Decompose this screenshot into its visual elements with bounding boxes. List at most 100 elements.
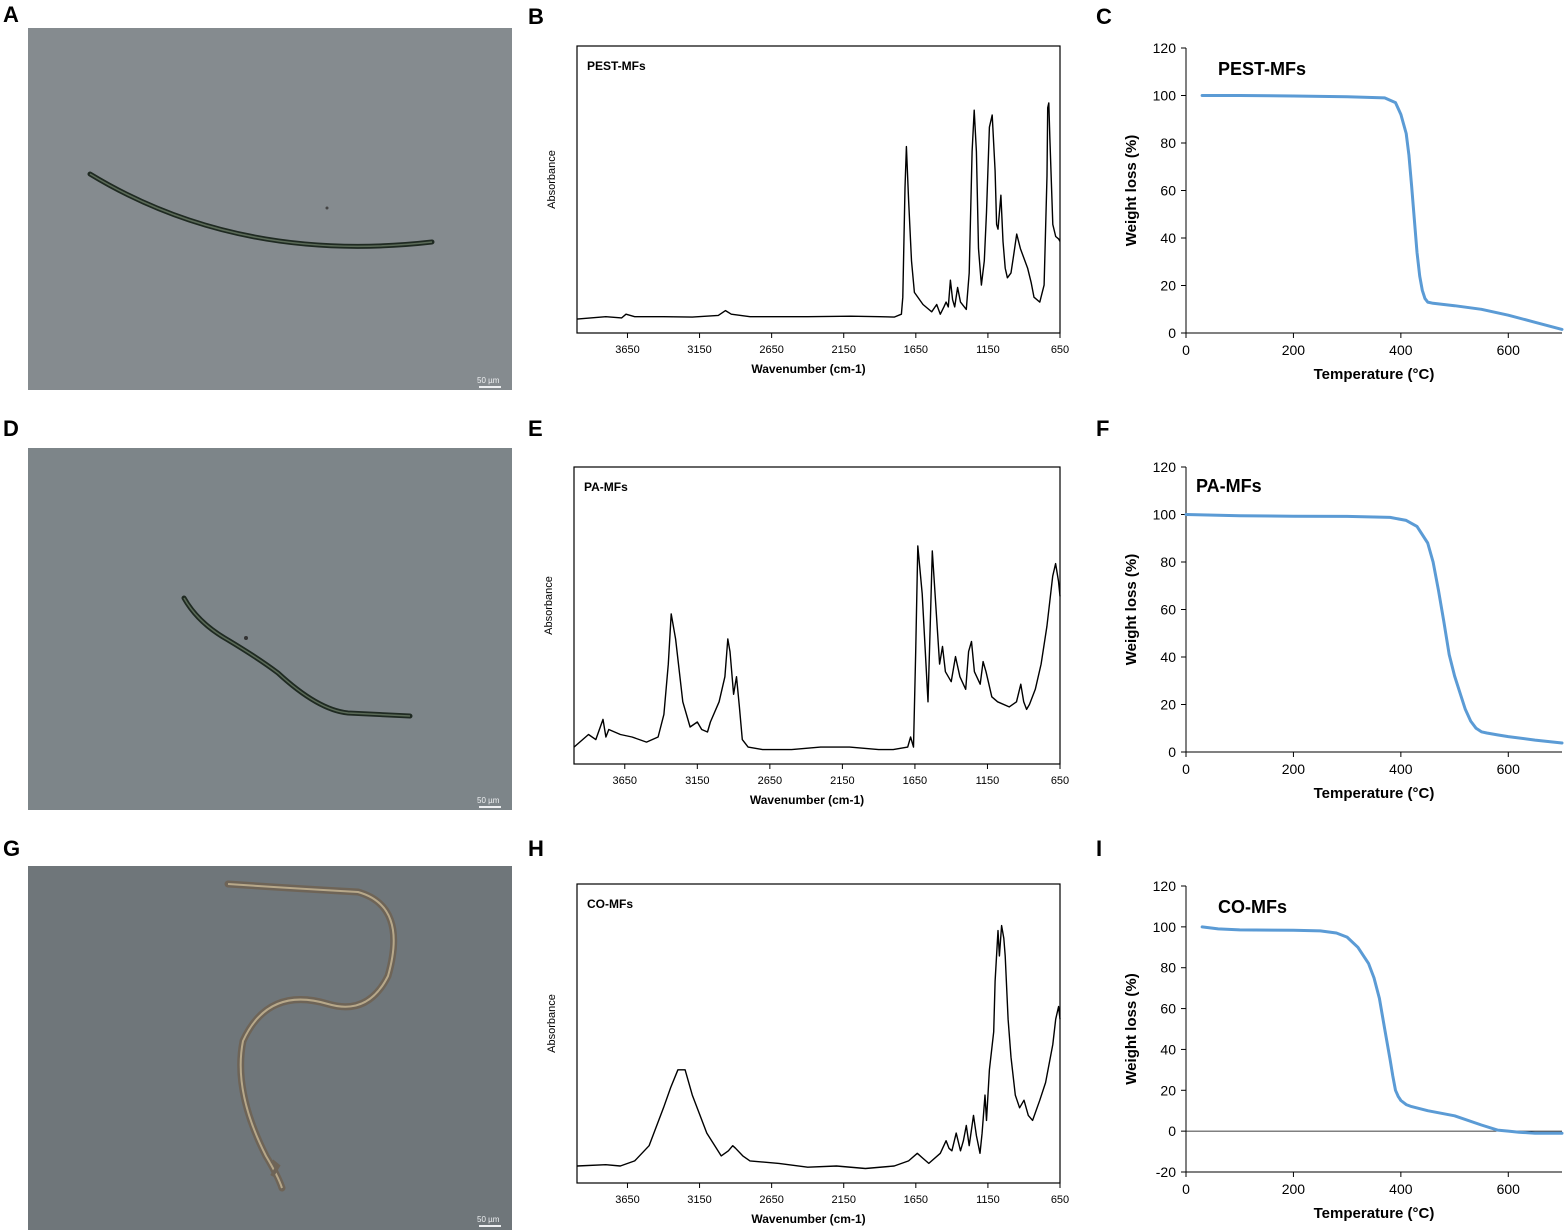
x-tick-label: 600: [1497, 1181, 1521, 1197]
x-tick-label: 2650: [758, 775, 782, 787]
x-tick-label: 3150: [685, 775, 709, 787]
x-tick-label: 200: [1282, 1181, 1306, 1197]
fiber-image-d: [181, 595, 413, 719]
micrograph-g: 50 µm: [28, 866, 512, 1230]
x-tick-label: 400: [1389, 761, 1413, 777]
y-axis-label: Absorbance: [546, 150, 558, 209]
x-tick-label: 1650: [904, 344, 928, 356]
y-tick-label: 40: [1160, 649, 1176, 665]
x-axis-label: Temperature (°C): [1314, 1205, 1435, 1222]
x-axis-label: Wavenumber (cm-1): [750, 793, 864, 807]
x-tick-label: 650: [1051, 775, 1069, 787]
chart-e: 3650 3150 2650 2150 1650 1150 650 PA-MFs Wavenum…: [543, 466, 1069, 807]
scale-bar-label: 50 µm: [477, 1215, 500, 1224]
x-tick-label: 600: [1497, 342, 1521, 358]
scale-bar: [479, 1225, 501, 1227]
x-tick-label: 400: [1389, 1181, 1413, 1197]
chart-h: 3650 3150 2650 2150 1650 1150 650 CO-MFs Wavenum…: [546, 883, 1069, 1226]
micrograph-d: 50 µm: [28, 448, 512, 810]
x-tick-label: 2650: [759, 1194, 783, 1206]
x-tick-label: 3650: [615, 1194, 639, 1206]
chart-b: 3650 3150 2650 2150 1650 1150 650 PEST-MFs Waven…: [546, 45, 1069, 376]
y-tick-label: 120: [1153, 459, 1177, 475]
y-tick-label: 40: [1160, 230, 1176, 246]
x-tick-label: 200: [1282, 342, 1306, 358]
chart-title: PEST-MFs: [1218, 59, 1306, 79]
y-tick-label: 60: [1160, 183, 1176, 199]
x-tick-label: 1650: [904, 1194, 928, 1206]
y-tick-label: 40: [1160, 1041, 1176, 1057]
fiber-image-a: [87, 171, 435, 249]
plot-frame: [576, 45, 1061, 334]
y-tick-label: 0: [1168, 325, 1176, 341]
x-axis-label: Temperature (°C): [1314, 785, 1435, 802]
y-tick-label: 100: [1153, 88, 1177, 104]
y-tick-label: -20: [1156, 1164, 1176, 1180]
series-line: [1184, 513, 1564, 745]
y-tick-label: 0: [1168, 1123, 1176, 1139]
y-tick-label: 60: [1160, 1001, 1176, 1017]
series-line: [576, 102, 1061, 320]
x-tick-label: 400: [1389, 342, 1413, 358]
y-tick-label: 100: [1153, 919, 1177, 935]
x-axis-label: Wavenumber (cm-1): [751, 362, 865, 376]
plot-frame: [576, 883, 1061, 1184]
x-tick-label: 3150: [687, 344, 711, 356]
x-tick-label: 650: [1051, 1194, 1069, 1206]
x-tick-label: 1650: [903, 775, 927, 787]
x-tick-label: 600: [1497, 761, 1521, 777]
x-tick-label: 2150: [831, 344, 855, 356]
y-tick-label: 20: [1160, 278, 1176, 294]
series-line: [1200, 94, 1564, 331]
x-axis-label: Wavenumber (cm-1): [751, 1212, 865, 1226]
x-tick-label: 2150: [830, 775, 854, 787]
chart-f: 0 20 40 60 80 100 120 0 200 400 600 PA-MFs Temperatu…: [1123, 459, 1564, 802]
panel-letter-c: C: [1096, 4, 1112, 29]
x-tick-label: 3150: [687, 1194, 711, 1206]
chart-title: PA-MFs: [1196, 476, 1262, 496]
panel-letter-f: F: [1096, 416, 1110, 441]
y-tick-label: 0: [1168, 744, 1176, 760]
y-tick-label: 120: [1153, 878, 1177, 894]
panel-letter-h: H: [528, 836, 544, 861]
x-tick-label: 0: [1182, 761, 1190, 777]
chart-title: CO-MFs: [587, 897, 633, 911]
chart-i: -20 0 20 40 60 80 100 120 0 200 400 600 CO-MFs Temper…: [1123, 878, 1564, 1222]
panel-letter-g: G: [3, 836, 21, 861]
y-axis-label: Weight loss (%): [1123, 973, 1140, 1084]
y-tick-label: 100: [1153, 507, 1177, 523]
chart-title: PEST-MFs: [587, 59, 646, 73]
fiber-image-g: [224, 880, 398, 1192]
y-axis-label: Weight loss (%): [1123, 554, 1140, 665]
y-tick-label: 80: [1160, 554, 1176, 570]
panel-letter-a: A: [3, 2, 19, 27]
y-tick-label: 20: [1160, 1082, 1176, 1098]
micrograph-a: 50 µm: [28, 28, 512, 390]
x-axis-label: Temperature (°C): [1314, 366, 1435, 383]
series-line: [573, 545, 1061, 751]
series-line: [576, 924, 1061, 1170]
x-tick-label: 1150: [976, 344, 1000, 356]
y-tick-label: 80: [1160, 135, 1176, 151]
x-tick-label: 0: [1182, 1181, 1190, 1197]
x-tick-label: 1150: [976, 1194, 1000, 1206]
panel-letter-e: E: [528, 416, 543, 441]
y-tick-label: 80: [1160, 960, 1176, 976]
series-line: [1200, 925, 1564, 1135]
chart-c: 0 20 40 60 80 100 120 0 200 400 600 PEST-MFs Tempera…: [1123, 40, 1564, 383]
y-axis-label: Absorbance: [543, 576, 555, 635]
panel-letter-i: I: [1096, 836, 1103, 861]
x-tick-label: 2650: [759, 344, 783, 356]
scale-bar: [479, 806, 501, 808]
panel-letter-b: B: [528, 4, 544, 29]
scale-bar-label: 50 µm: [477, 796, 500, 805]
x-tick-label: 1150: [976, 775, 1000, 787]
plot-frame: [573, 466, 1061, 765]
chart-title: CO-MFs: [1218, 897, 1287, 917]
x-tick-label: 200: [1282, 761, 1306, 777]
panel-letter-d: D: [3, 416, 19, 441]
y-axis-label: Weight loss (%): [1123, 135, 1140, 246]
y-tick-label: 60: [1160, 602, 1176, 618]
y-axis-label: Absorbance: [546, 994, 558, 1053]
